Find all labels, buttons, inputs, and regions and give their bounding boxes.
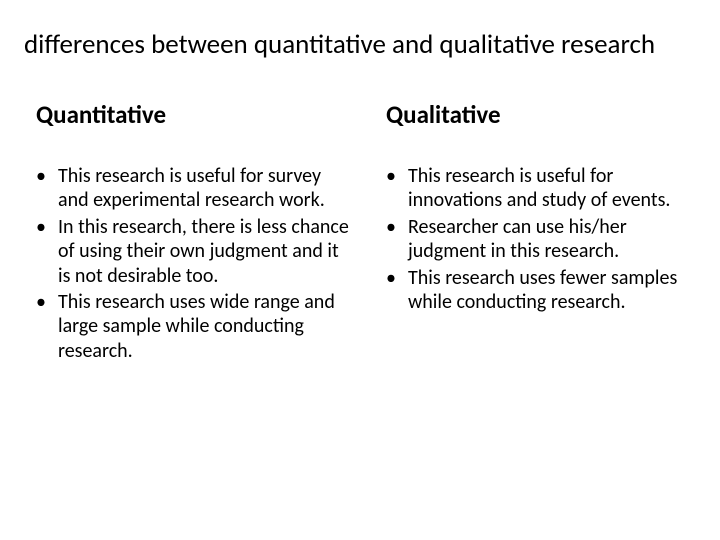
right-bullet-list: This research is useful for innovations … [370,164,700,314]
list-item: This research uses wide range and large … [36,290,350,363]
list-item: Researcher can use his/her judgment in t… [386,215,700,264]
right-heading: Qualitative [386,99,700,130]
list-item: This research uses fewer samples while c… [386,266,700,315]
list-item: This research is useful for innovations … [386,164,700,213]
right-column: Qualitative This research is useful for … [370,99,700,365]
page-title: differences between quantitative and qua… [24,28,700,61]
list-item: In this research, there is less chance o… [36,215,350,288]
left-bullet-list: This research is useful for survey and e… [20,164,350,363]
comparison-container: Quantitative This research is useful for… [20,99,700,365]
left-heading: Quantitative [36,99,350,130]
list-item: This research is useful for survey and e… [36,164,350,213]
left-column: Quantitative This research is useful for… [20,99,350,365]
